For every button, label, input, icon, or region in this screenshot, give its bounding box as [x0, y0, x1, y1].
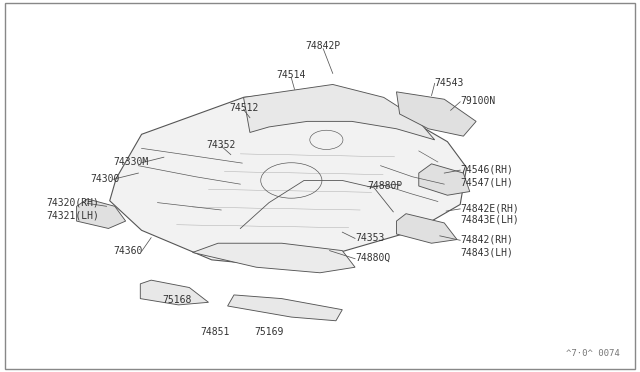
Text: 79100N: 79100N: [460, 96, 495, 106]
Text: 74320(RH): 74320(RH): [46, 198, 99, 208]
Text: 74547(LH): 74547(LH): [460, 177, 513, 187]
Text: 74880Q: 74880Q: [355, 253, 390, 263]
Polygon shape: [244, 84, 435, 140]
Text: 74880P: 74880P: [368, 181, 403, 191]
Text: 74512: 74512: [229, 103, 258, 113]
Text: 74546(RH): 74546(RH): [460, 164, 513, 174]
Polygon shape: [228, 295, 342, 321]
Text: 74543: 74543: [435, 78, 464, 88]
Text: 74353: 74353: [355, 233, 385, 243]
Text: 74851: 74851: [200, 327, 230, 337]
Text: 74842P: 74842P: [305, 41, 341, 51]
Polygon shape: [419, 164, 470, 195]
Polygon shape: [109, 90, 467, 267]
Text: 74842(RH): 74842(RH): [460, 234, 513, 244]
Text: 75168: 75168: [162, 295, 191, 305]
Polygon shape: [396, 92, 476, 136]
Text: 74321(LH): 74321(LH): [46, 211, 99, 221]
Polygon shape: [193, 243, 355, 273]
Text: 74842E(RH): 74842E(RH): [460, 203, 519, 213]
Text: ^7·0^ 0074: ^7·0^ 0074: [566, 349, 620, 358]
Text: 74843E(LH): 74843E(LH): [460, 214, 519, 224]
Text: 74514: 74514: [276, 70, 306, 80]
Polygon shape: [77, 199, 125, 228]
Text: 74360: 74360: [113, 246, 142, 256]
Polygon shape: [396, 214, 457, 243]
Text: 74330M: 74330M: [113, 157, 148, 167]
Text: 75169: 75169: [254, 327, 284, 337]
Text: 74843(LH): 74843(LH): [460, 247, 513, 257]
Polygon shape: [140, 280, 209, 305]
Text: 74352: 74352: [207, 140, 236, 150]
Text: 74300: 74300: [91, 174, 120, 184]
